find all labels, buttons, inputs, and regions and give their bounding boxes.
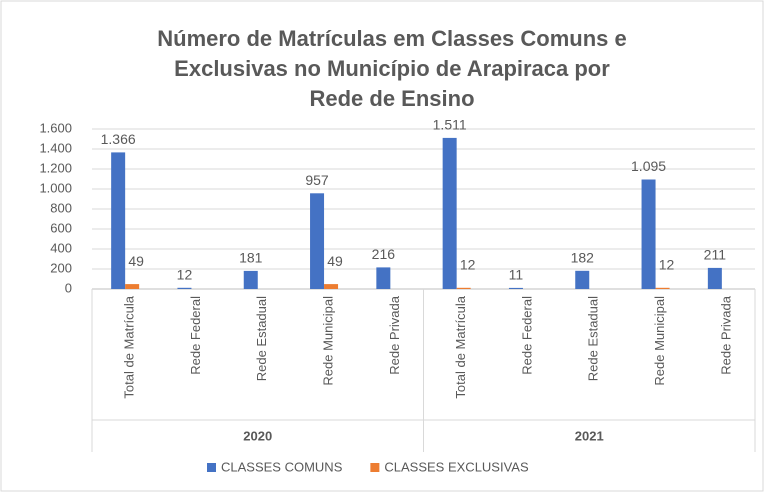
- x-tick-label: Rede Estadual: [586, 296, 601, 381]
- legend-label: CLASSES COMUNS: [221, 459, 343, 474]
- data-label: 49: [128, 253, 144, 269]
- y-tick-label: 800: [50, 200, 72, 215]
- data-label: 12: [460, 257, 476, 273]
- y-tick-label: 1.600: [39, 120, 72, 135]
- data-label: 12: [659, 257, 675, 273]
- bar: [324, 284, 339, 289]
- bar: [125, 284, 140, 289]
- chart-title: Número de Matrículas em Classes Comuns e: [157, 26, 627, 51]
- x-tick-label: Rede Municipal: [320, 296, 335, 386]
- bar: [707, 267, 722, 289]
- bar: [575, 270, 590, 289]
- legend-swatch: [207, 463, 216, 472]
- bar: [177, 287, 192, 289]
- bar: [310, 193, 325, 289]
- group-label: 2020: [243, 428, 272, 443]
- legend-label: CLASSES EXCLUSIVAS: [384, 459, 529, 474]
- y-tick-label: 1.400: [39, 140, 72, 155]
- data-label: 181: [239, 250, 263, 266]
- x-tick-label: Rede Federal: [188, 296, 203, 375]
- bar: [442, 137, 457, 289]
- data-label: 1.511: [433, 117, 467, 133]
- bar: [456, 287, 471, 289]
- chart-title: Exclusivas no Município de Arapiraca por: [174, 56, 610, 81]
- bar: [376, 267, 391, 289]
- data-label: 11: [509, 267, 524, 283]
- y-tick-label: 600: [50, 220, 72, 235]
- y-tick-label: 1.000: [39, 180, 72, 195]
- x-tick-label: Rede Federal: [519, 296, 534, 375]
- data-label: 1.366: [101, 131, 136, 147]
- data-label: 1.095: [631, 158, 666, 174]
- x-tick-label: Rede Estadual: [254, 296, 269, 381]
- y-tick-label: 200: [50, 260, 72, 275]
- y-tick-label: 0: [65, 280, 72, 295]
- x-tick-label: Total de Matrícula: [122, 295, 137, 398]
- chart-title: Rede de Ensino: [309, 86, 474, 111]
- group-label: 2021: [575, 428, 604, 443]
- data-label: 216: [372, 246, 396, 262]
- y-tick-label: 400: [50, 240, 72, 255]
- data-label: 182: [571, 250, 595, 266]
- bar: [655, 287, 670, 289]
- data-label: 957: [305, 172, 329, 188]
- y-tick-label: 1.200: [39, 160, 72, 175]
- data-label: 211: [704, 247, 727, 263]
- data-label: 49: [327, 253, 343, 269]
- x-tick-label: Rede Privada: [387, 295, 402, 375]
- x-tick-label: Rede Privada: [718, 295, 733, 375]
- x-tick-label: Rede Municipal: [652, 296, 667, 386]
- bar: [641, 179, 656, 289]
- bar: [243, 270, 258, 289]
- data-label: 12: [177, 267, 193, 283]
- bar: [111, 152, 126, 289]
- legend-swatch: [370, 463, 380, 472]
- bar: [508, 287, 523, 289]
- x-tick-label: Total de Matrícula: [453, 295, 468, 398]
